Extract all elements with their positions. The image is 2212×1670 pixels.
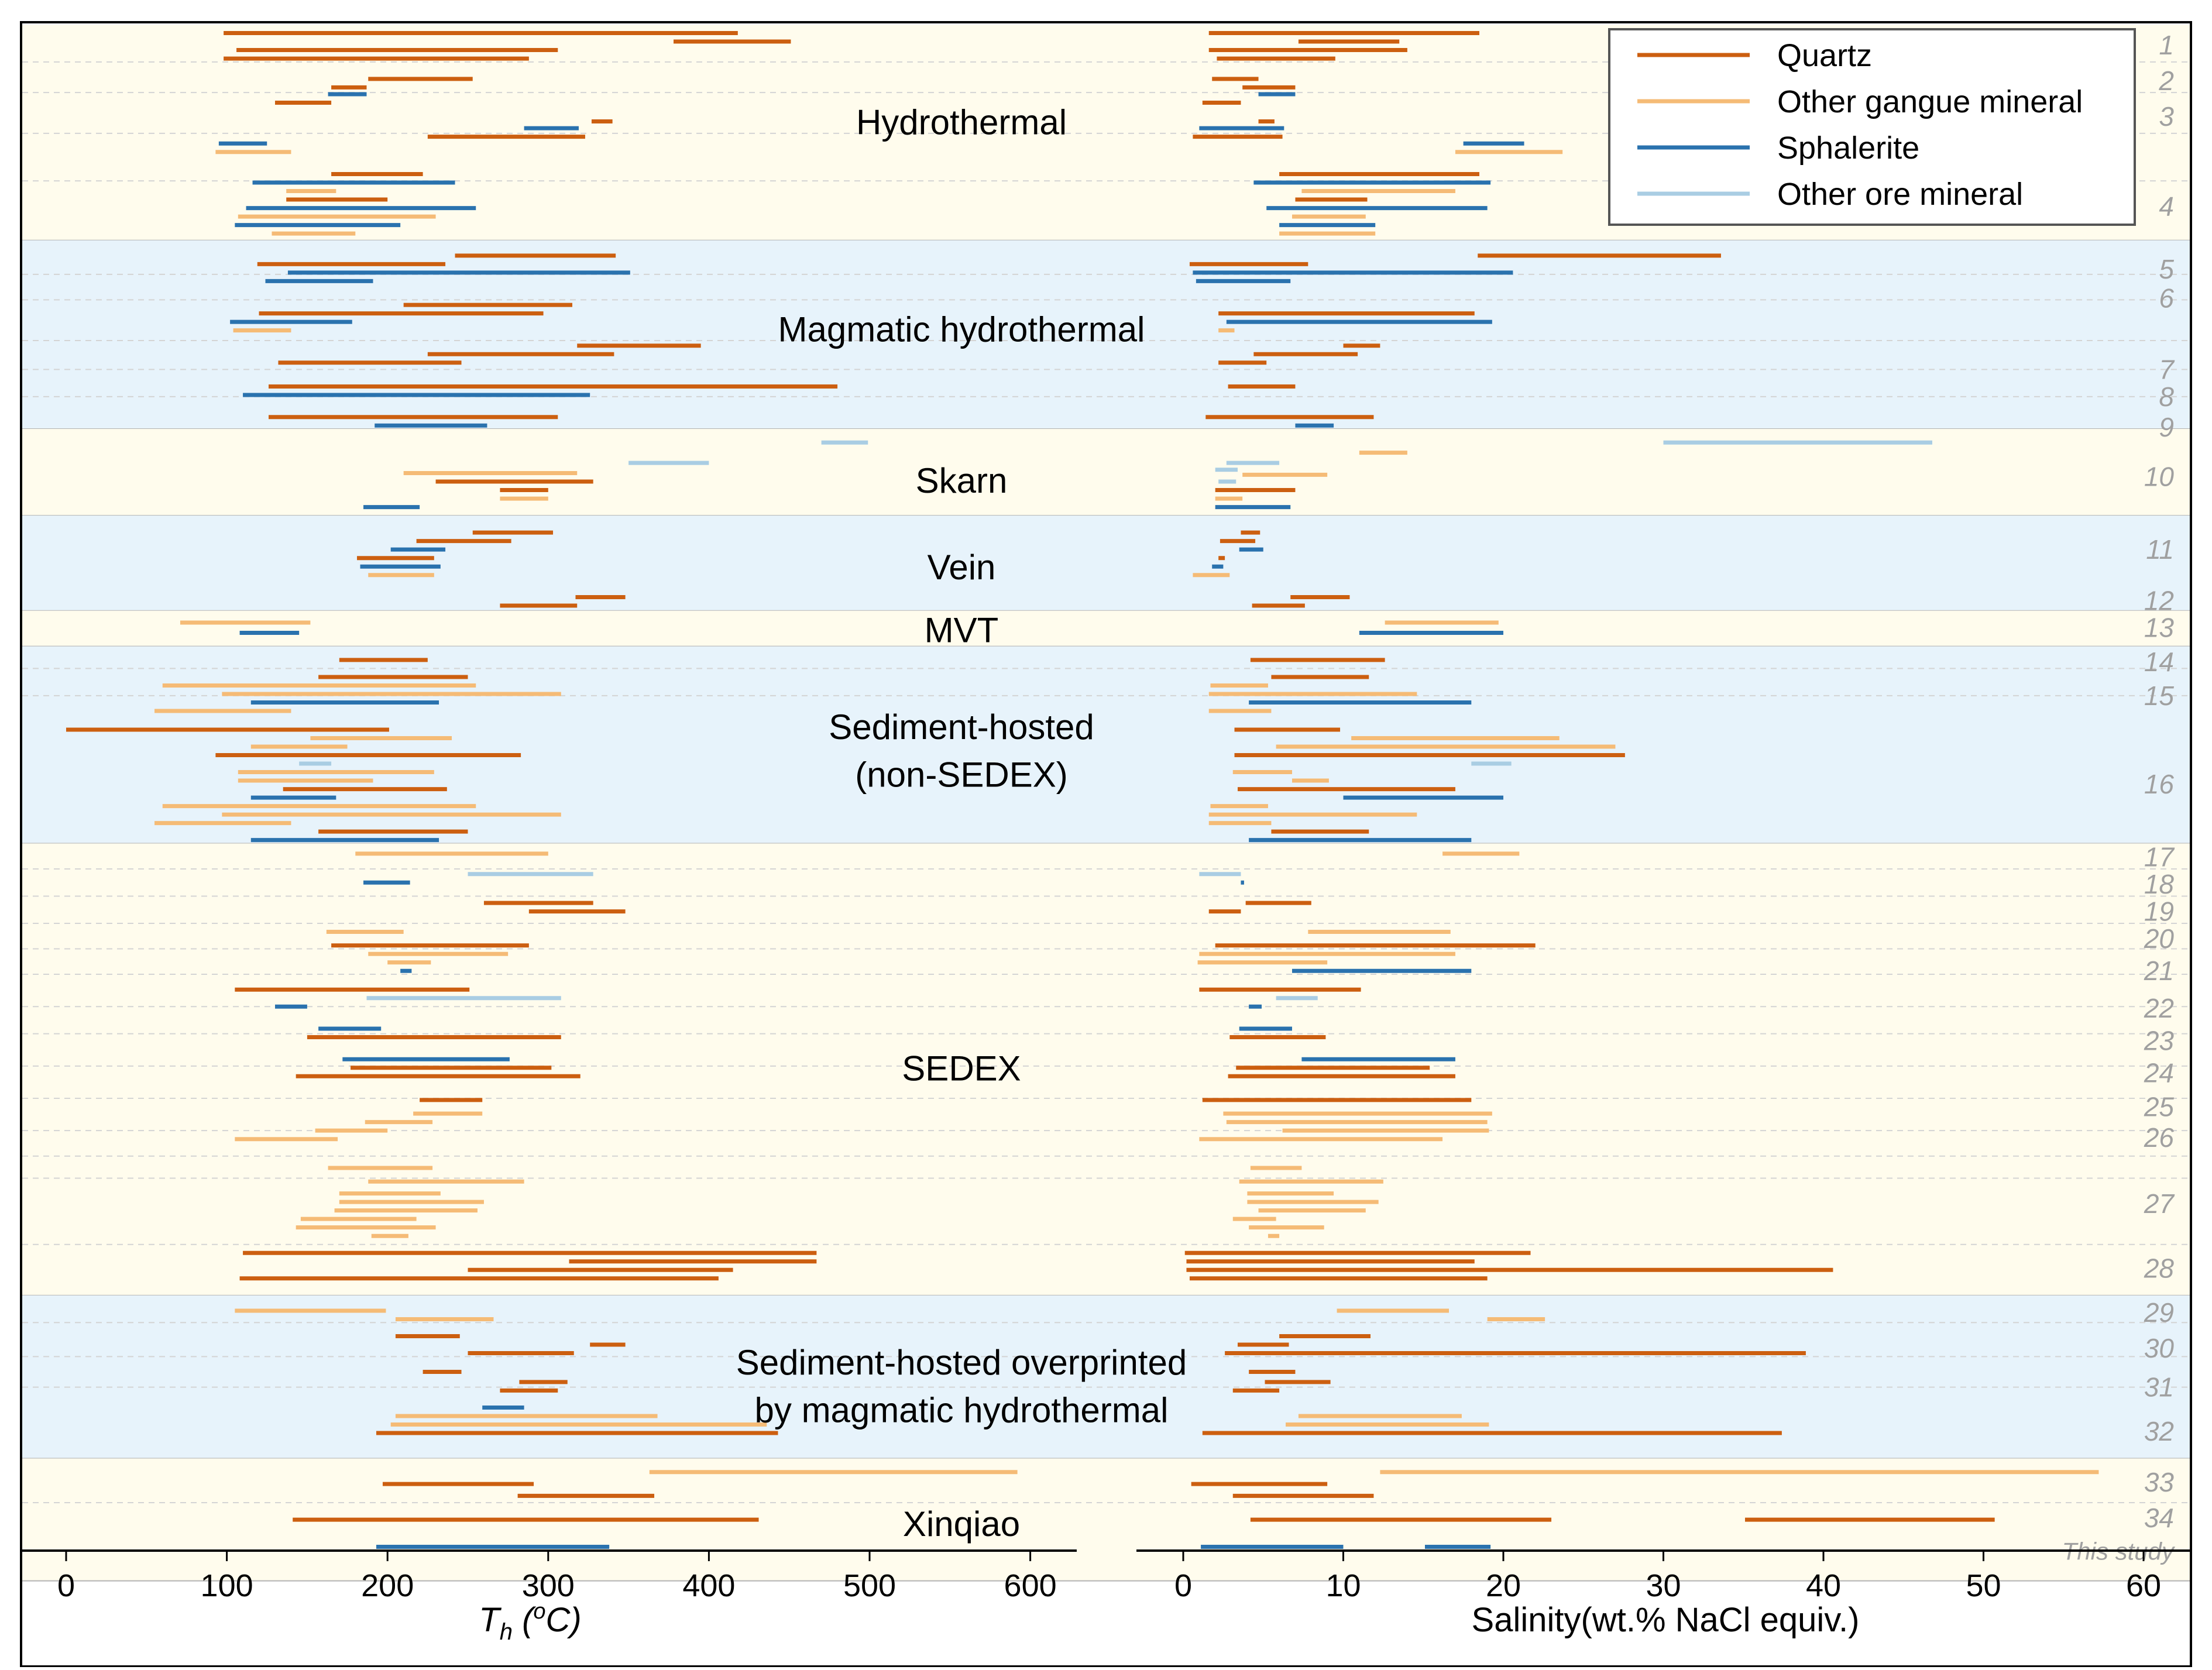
th-tick-label: 600 [1004, 1568, 1057, 1603]
salinity-axis-title: Salinity(wt.% NaCl equiv.) [1472, 1601, 1860, 1639]
band-label-sediment-hosted-overprinted-by-magmatic-hydrothermal: by magmatic hydrothermal [755, 1390, 1169, 1430]
legend-label-other-ore-mineral: Other ore mineral [1777, 177, 2023, 212]
band-sediment-hosted-non-sedex [22, 646, 2190, 844]
sample-number: 20 [2144, 923, 2175, 954]
salinity-tick-label: 50 [1966, 1568, 2001, 1603]
sample-number: 13 [2144, 613, 2175, 643]
sample-number: 3 [2159, 101, 2174, 132]
band-label-sediment-hosted-non-sedex: (non-SEDEX) [855, 755, 1067, 794]
th-tick-label: 400 [682, 1568, 735, 1603]
th-tick-label: 200 [361, 1568, 414, 1603]
sample-number: 26 [2144, 1122, 2175, 1153]
sample-number: 10 [2144, 461, 2175, 492]
sample-number: 2 [2158, 66, 2174, 96]
salinity-tick-label: 40 [1806, 1568, 1841, 1603]
salinity-tick-label: 0 [1174, 1568, 1192, 1603]
sample-number: 5 [2159, 254, 2174, 284]
salinity-tick-label: 10 [1325, 1568, 1361, 1603]
band-label-sedex: SEDEX [902, 1049, 1021, 1088]
sample-number: 24 [2144, 1057, 2174, 1088]
band-label-hydrothermal: Hydrothermal [856, 102, 1067, 142]
sample-number: 6 [2159, 283, 2174, 313]
legend: Quartz Other gangue mineral Sphalerite Othe… [1608, 28, 2136, 226]
sample-number: 1 [2159, 30, 2174, 60]
sample-number: 7 [2159, 354, 2175, 384]
th-tick-label: 100 [201, 1568, 253, 1603]
sample-number: 12 [2144, 585, 2174, 616]
band-labels-layer: Hydrothermal Magmatic hydrothermal Skarn Ve… [736, 102, 1187, 1543]
sample-number: 22 [2144, 993, 2174, 1023]
sample-number: 30 [2144, 1333, 2175, 1363]
sample-number: 9 [2159, 412, 2174, 442]
sample-number: 34 [2144, 1503, 2174, 1533]
sample-number: 19 [2144, 896, 2174, 927]
sample-number: 31 [2144, 1372, 2174, 1403]
sample-number: 23 [2144, 1025, 2175, 1056]
band-mvt [22, 610, 2190, 647]
salinity-tick-label: 30 [1646, 1568, 1681, 1603]
sample-number: 14 [2144, 647, 2174, 677]
sample-number: 25 [2144, 1092, 2175, 1122]
th-tick-label: 500 [843, 1568, 896, 1603]
sample-number: 18 [2144, 869, 2175, 899]
sample-number: 33 [2144, 1467, 2175, 1497]
th-axis-title: Th (oC) [479, 1599, 581, 1645]
legend-label-other-gangue-mineral: Other gangue mineral [1777, 84, 2083, 119]
band-label-sediment-hosted-non-sedex: Sediment-hosted [829, 707, 1094, 747]
sample-number: 29 [2144, 1297, 2174, 1328]
sample-number: 16 [2144, 769, 2175, 799]
legend-label-quartz: Quartz [1777, 38, 1872, 73]
band-vein [22, 516, 2190, 611]
salinity-tick-label: 60 [2126, 1568, 2161, 1603]
th-tick-label: 0 [57, 1568, 75, 1603]
sample-number: 4 [2159, 191, 2174, 222]
band-label-skarn: Skarn [916, 461, 1008, 500]
band-label-xinqiao: Xinqiao [903, 1504, 1020, 1544]
sample-number: 11 [2146, 534, 2174, 565]
band-label-mvt: MVT [925, 611, 999, 650]
salinity-tick-label: 20 [1486, 1568, 1521, 1603]
bars-layer [66, 31, 2099, 1549]
band-label-magmatic-hydrothermal: Magmatic hydrothermal [778, 310, 1145, 349]
band-label-sediment-hosted-overprinted-by-magmatic-hydrothermal: Sediment-hosted overprinted [736, 1343, 1187, 1382]
band-label-vein: Vein [928, 548, 996, 587]
sample-number: 17 [2144, 842, 2175, 872]
axes-layer: 0 100 200 300 400 500 600 0 10 20 30 40 50 60 Th (oC) S… [21, 1549, 2191, 1645]
sample-labels-layer: 1234567891011121314151617181920212223242… [2062, 30, 2176, 1565]
th-tick-label: 300 [522, 1568, 575, 1603]
sample-number: 28 [2144, 1253, 2175, 1283]
outer-frame [20, 21, 2192, 1668]
legend-label-sphalerite: Sphalerite [1777, 130, 1919, 166]
sample-number: 32 [2144, 1416, 2174, 1446]
sample-number: 27 [2144, 1188, 2175, 1219]
sample-number: 8 [2159, 382, 2174, 412]
sample-number: 21 [2144, 956, 2174, 986]
sample-number: 15 [2144, 681, 2175, 711]
